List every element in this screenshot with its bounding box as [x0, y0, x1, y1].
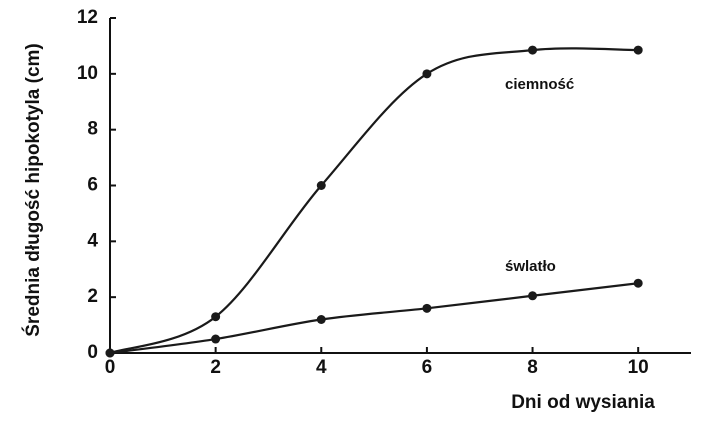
series-label: ciemność	[505, 76, 574, 93]
y-axis-title: Średnia długość hipokotyla (cm)	[22, 43, 44, 337]
y-tick-label: 10	[77, 63, 98, 84]
x-tick-label: 0	[105, 357, 116, 378]
x-tick-label: 10	[628, 357, 649, 378]
y-tick-label: 8	[87, 119, 98, 140]
y-tick-label: 0	[87, 342, 98, 363]
data-point	[316, 315, 326, 324]
y-tick-label: 2	[87, 286, 98, 307]
series-line	[109, 47, 639, 355]
data-point	[211, 334, 221, 344]
y-tick-label: 6	[87, 175, 98, 196]
data-point	[633, 278, 643, 288]
x-tick-label: 8	[527, 357, 538, 378]
data-point	[211, 312, 221, 322]
x-tick-label: 2	[210, 357, 221, 378]
series-label: śwlatło	[505, 258, 556, 275]
data-point	[422, 69, 432, 79]
series-line	[109, 282, 639, 355]
data-point	[528, 45, 538, 55]
x-tick-label: 6	[422, 357, 433, 378]
y-tick-label: 4	[87, 230, 98, 251]
data-point	[105, 348, 115, 358]
data-point	[422, 303, 432, 313]
x-tick-label: 4	[316, 357, 327, 378]
y-tick-label: 12	[77, 7, 98, 28]
data-point	[633, 45, 643, 55]
data-point	[528, 291, 538, 301]
x-axis-title: Dni od wysiania	[511, 392, 655, 413]
data-point	[316, 181, 326, 190]
